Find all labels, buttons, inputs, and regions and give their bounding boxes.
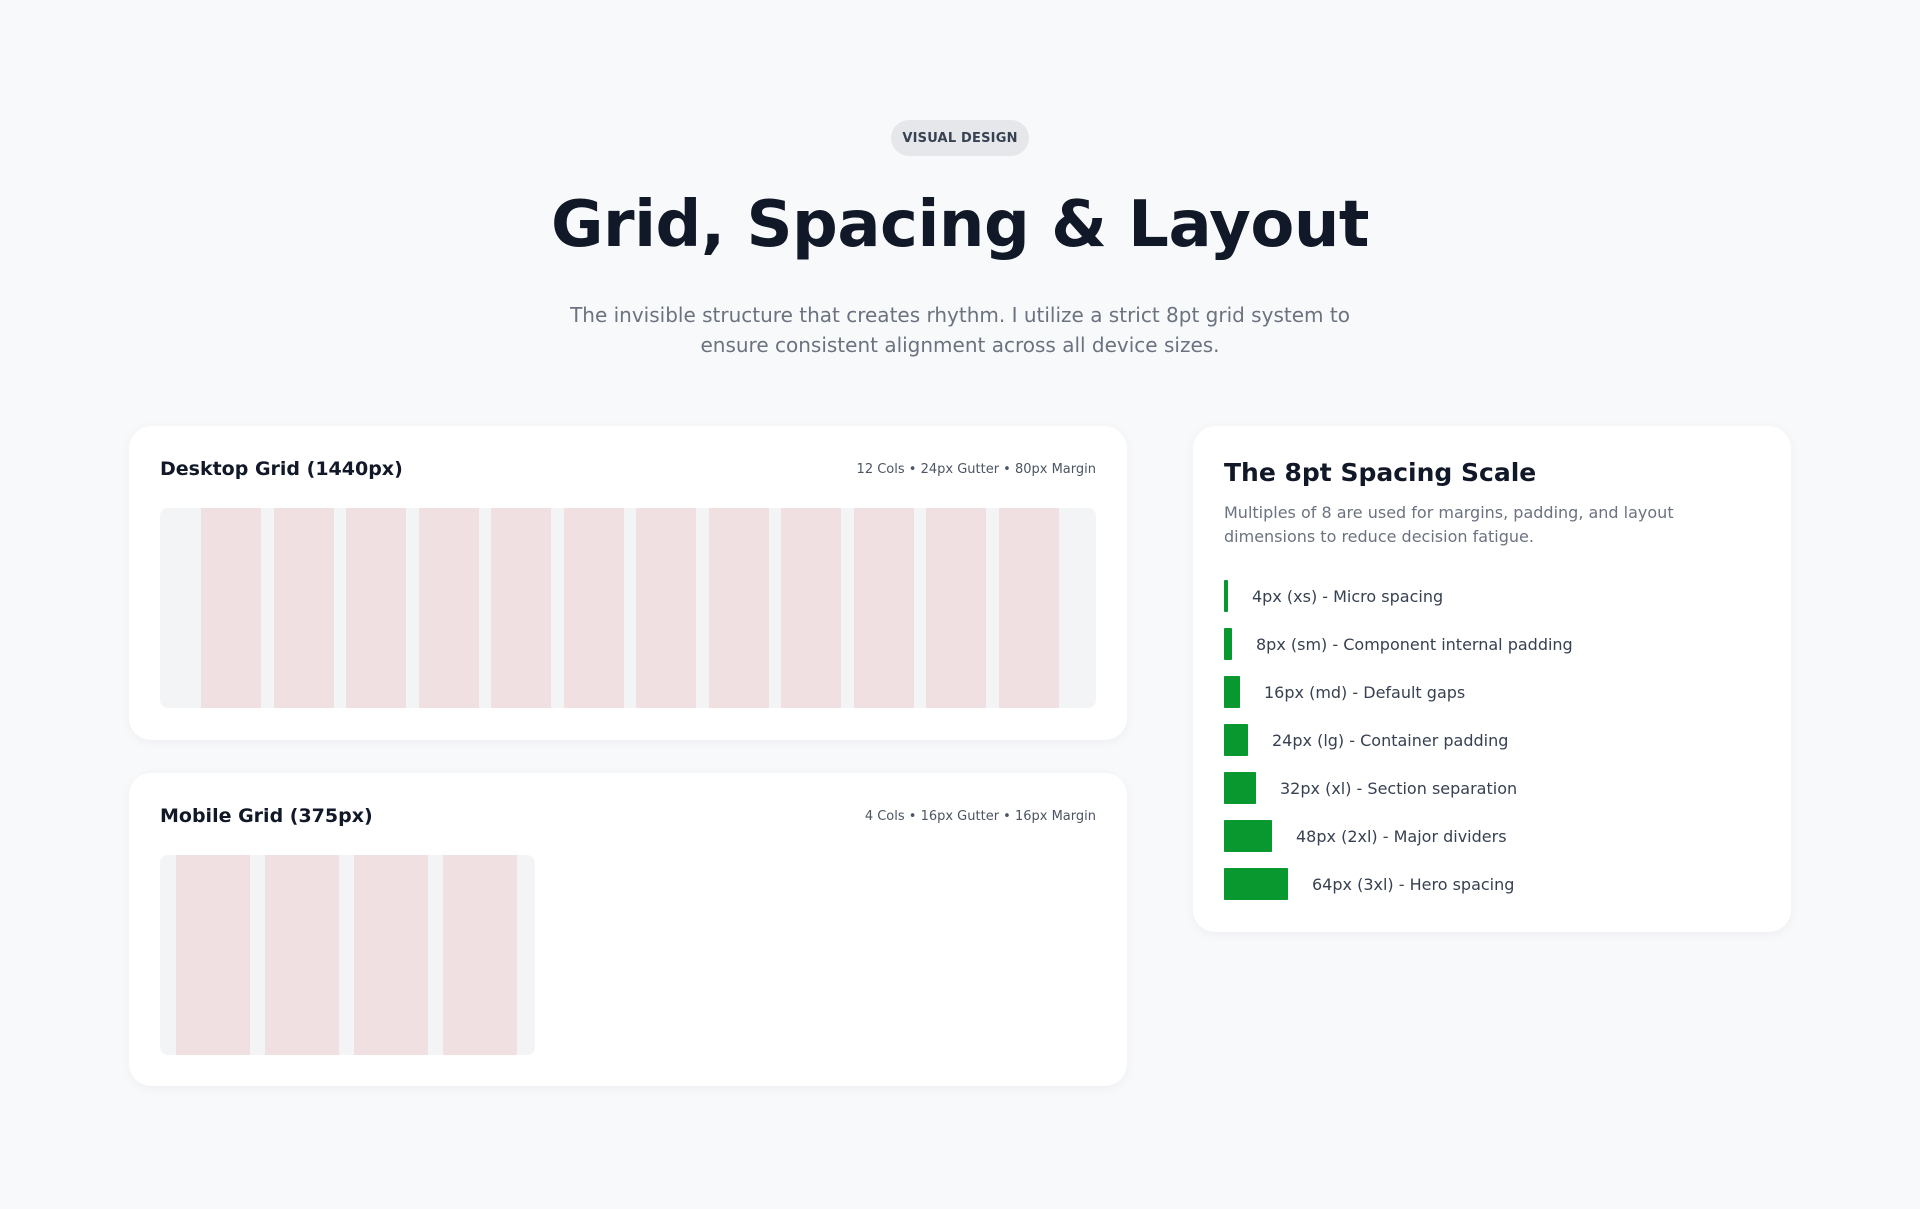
grid-column: [418, 508, 479, 708]
spacing-label: 16px (md) - Default gaps: [1264, 682, 1466, 702]
subtitle: The invisible structure that creates rhy…: [570, 303, 1350, 357]
grid-column: [443, 855, 517, 1055]
spacing-row: 16px (md) - Default gaps: [1224, 676, 1573, 708]
spacing-row: 4px (xs) - Micro spacing: [1224, 580, 1573, 612]
spacing-bar: [1224, 724, 1248, 756]
grid-column: [346, 508, 406, 708]
grid-column: [636, 508, 696, 708]
page-title: Grid, Spacing & Layout: [551, 188, 1370, 262]
spacing-label: 32px (xl) - Section separation: [1280, 778, 1518, 798]
grid-column: [491, 508, 551, 708]
grid-column: [176, 855, 250, 1055]
grid-column: [708, 508, 769, 708]
spacing-label: 24px (lg) - Container padding: [1272, 730, 1509, 750]
spacing-bar: [1224, 580, 1228, 612]
spacing-row: 8px (sm) - Component internal padding: [1224, 628, 1573, 660]
grid-meta: 12 Cols • 24px Gutter • 80px Margin: [856, 462, 1096, 477]
grid-column: [273, 508, 334, 708]
spacing-label: 4px (xs) - Micro spacing: [1252, 586, 1444, 606]
spacing-bar: [1224, 820, 1272, 852]
spacing-label: 48px (2xl) - Major dividers: [1296, 826, 1507, 846]
grid-column: [563, 508, 624, 708]
grid-column: [853, 508, 914, 708]
grid-meta: 4 Cols • 16px Gutter • 16px Margin: [864, 809, 1096, 824]
spacing-row: 32px (xl) - Section separation: [1224, 772, 1573, 804]
grid-column: [926, 508, 986, 708]
spacing-bar: [1224, 676, 1240, 708]
spacing-row: 64px (3xl) - Hero spacing: [1224, 868, 1573, 900]
grid-column: [265, 855, 339, 1055]
spacing-bar: [1224, 772, 1256, 804]
spacing-label: 8px (sm) - Component internal padding: [1256, 634, 1573, 654]
desktop-grid: [160, 508, 1096, 708]
badge: VISUAL DESIGN: [891, 120, 1029, 156]
grid-column: [201, 508, 261, 708]
spacing-row: 24px (lg) - Container padding: [1224, 724, 1573, 756]
card-title: Desktop Grid (1440px): [160, 458, 403, 480]
spacing-label: 64px (3xl) - Hero spacing: [1312, 874, 1515, 894]
mobile-grid: [160, 855, 535, 1055]
mobile-grid-card: Mobile Grid (375px) 4 Cols • 16px Gutter…: [129, 773, 1127, 1086]
grid-column: [998, 508, 1059, 708]
spacing-bar: [1224, 868, 1288, 900]
spacing-row: 48px (2xl) - Major dividers: [1224, 820, 1573, 852]
desktop-grid-card: Desktop Grid (1440px) 12 Cols • 24px Gut…: [129, 426, 1127, 740]
spacing-scale-card: The 8pt Spacing Scale Multiples of 8 are…: [1193, 426, 1791, 932]
card-title: Mobile Grid (375px): [160, 805, 373, 827]
card-title: The 8pt Spacing Scale: [1224, 458, 1537, 487]
card-description: Multiples of 8 are used for margins, pad…: [1224, 503, 1674, 546]
grid-column: [781, 508, 841, 708]
spacing-bar: [1224, 628, 1232, 660]
spacing-list: 4px (xs) - Micro spacing 8px (sm) - Comp…: [1224, 580, 1573, 900]
grid-column: [354, 855, 428, 1055]
